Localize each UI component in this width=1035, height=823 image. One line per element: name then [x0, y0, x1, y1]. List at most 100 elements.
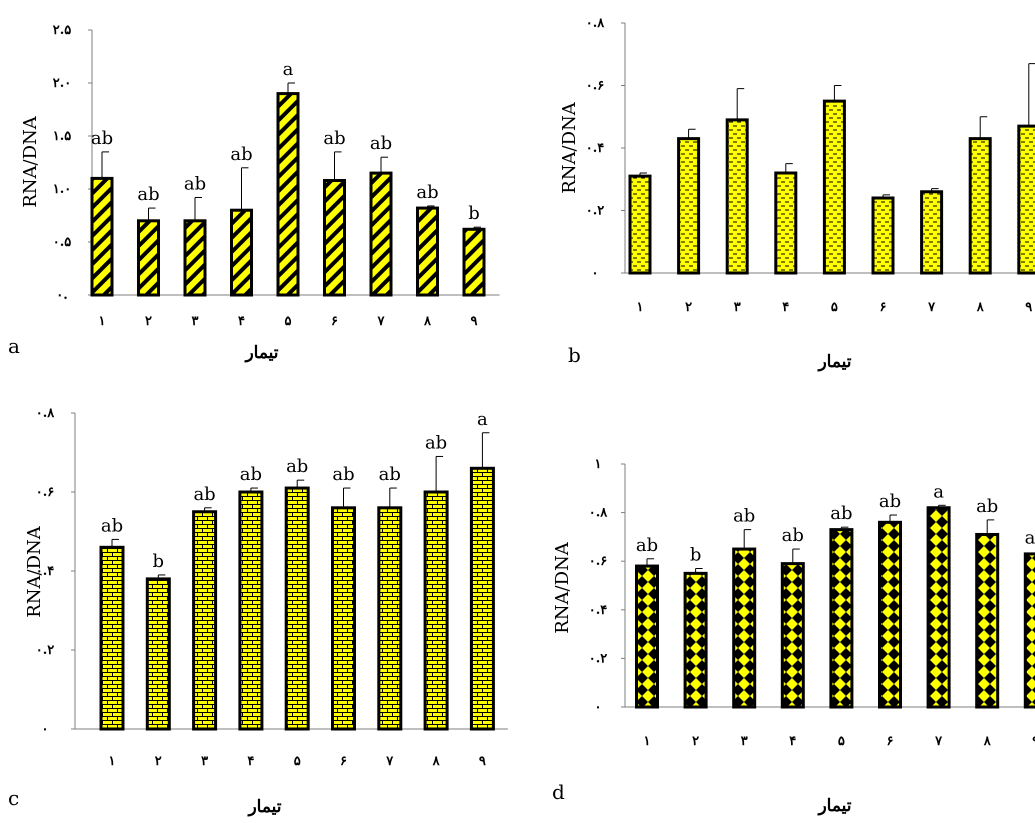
- bar: [416, 206, 439, 297]
- x-tick-label: ۴: [247, 754, 254, 769]
- y-axis-title: RNA/DNA: [24, 525, 45, 618]
- y-tick-label: ۰.۸: [586, 16, 606, 31]
- bar: [926, 506, 951, 709]
- significance-label: b: [468, 203, 480, 224]
- x-tick-label: ۷: [377, 314, 386, 329]
- x-axis-title: تیمار: [243, 343, 278, 363]
- x-tick-label: ۵: [285, 314, 292, 329]
- x-tick-label: ۱: [109, 754, 116, 769]
- significance-label: ab: [323, 128, 345, 149]
- bar: [230, 208, 253, 297]
- bar: [331, 506, 356, 731]
- significance-label: ab: [91, 128, 113, 149]
- bar: [377, 506, 403, 731]
- x-tick-label: ۱: [644, 734, 651, 749]
- bar: [732, 547, 757, 709]
- bar: [462, 227, 486, 297]
- significance-label: ab: [137, 184, 159, 205]
- significance-label: a: [477, 409, 488, 430]
- y-tick-label: ۰.۶: [589, 554, 608, 569]
- significance-label: ab: [230, 144, 252, 165]
- y-axis-title: RNA/DNA: [20, 115, 41, 208]
- significance-label: ab: [193, 484, 215, 505]
- significance-label: ab: [101, 515, 123, 536]
- bar: [780, 562, 805, 709]
- bar: [677, 137, 701, 275]
- chart-panel-c: ۰ ۰.۲ ۰.۴ ۰.۶ ۰.۸ ab ۱ b ۲ ab ۳ ab ۴ ab ۵ ab ۶ ab ۷ ab ۸ a ۹ RN…: [8, 406, 508, 817]
- x-tick-label: ۲: [685, 300, 692, 315]
- bar: [145, 577, 171, 731]
- significance-label: ab: [240, 464, 262, 485]
- significance-label: ab: [879, 491, 901, 512]
- x-tick-label: ۹: [1025, 300, 1032, 315]
- bar: [822, 99, 846, 275]
- bar: [276, 92, 300, 297]
- y-tick-label: ۱: [595, 457, 602, 472]
- x-tick-label: ۵: [831, 300, 838, 315]
- significance-label: b: [690, 544, 702, 565]
- x-tick-label: ۱: [637, 300, 644, 315]
- bar: [238, 490, 264, 731]
- significance-label: ab: [370, 133, 392, 154]
- significance-label: ab: [416, 182, 438, 203]
- x-tick-label: ۸: [976, 300, 985, 315]
- x-tick-label: ۹: [471, 314, 478, 329]
- y-tick-label: ۰.۶: [586, 79, 605, 94]
- bar: [1023, 552, 1035, 709]
- bar: [369, 171, 393, 297]
- x-tick-label: ۱: [99, 314, 106, 329]
- y-axis-title: RNA/DNA: [559, 101, 580, 194]
- y-tick-label: ۰: [42, 722, 49, 737]
- x-tick-label: ۸: [423, 314, 432, 329]
- significance-label: a: [933, 481, 944, 502]
- x-tick-label: ۶: [880, 300, 887, 315]
- y-tick-label: ۰.: [56, 288, 68, 303]
- x-tick-label: ۲: [145, 314, 152, 329]
- x-tick-label: ۸: [983, 734, 992, 749]
- x-tick-label: ۴: [238, 314, 245, 329]
- y-axis-title: RNA/DNA: [552, 541, 573, 634]
- x-tick-label: ۳: [734, 300, 741, 315]
- x-axis-title: تیمار: [246, 797, 281, 817]
- significance-label: ab: [379, 464, 401, 485]
- y-tick-label: ۰.۵: [53, 235, 72, 250]
- bar: [192, 510, 218, 731]
- bar: [968, 137, 992, 275]
- bar: [829, 528, 854, 709]
- bar: [469, 466, 495, 731]
- y-tick-label: ۰: [595, 700, 602, 715]
- chart-panel-b: ۰ ۰.۲ ۰.۴ ۰.۶ ۰.۸ ۱ ۲ ۳ ۴ ۵ ۶ ۷ ۸ ۹ RNA/DNA تیمار b: [559, 16, 1035, 372]
- significance-label: ab: [976, 496, 998, 517]
- y-tick-label: ۰.۸: [36, 406, 56, 421]
- panel-letter: c: [8, 786, 19, 810]
- bar: [920, 190, 944, 275]
- bar: [137, 219, 160, 297]
- significance-label: ab: [332, 464, 354, 485]
- bar: [871, 196, 895, 275]
- chart-panel-d: ۰ ۰.۲ ۰.۴ ۰.۶ ۰.۸ ۱ ab ۱ b ۲ ab ۳ ab ۴ ab ۵ ab ۶ a ۷ ab ۸ ab ۹ R…: [552, 457, 1035, 816]
- bar: [423, 490, 449, 731]
- bar: [1017, 124, 1035, 275]
- significance-label: ab: [1025, 527, 1035, 548]
- bar: [774, 171, 798, 275]
- chart-panel-a: ۰.۰.۵۱.۰۱.۵۲.۰۲.۵ab۱ab۲ab۳ab۴a۵ab۶ab۷ab۸…: [8, 23, 500, 363]
- bar: [878, 520, 902, 709]
- bar: [183, 219, 207, 297]
- y-tick-label: ۰.۲: [586, 204, 605, 219]
- y-tick-label: ۰.۴: [36, 564, 55, 579]
- y-tick-label: ۱.۰: [53, 182, 72, 197]
- bar: [683, 571, 708, 709]
- bar: [635, 564, 659, 709]
- significance-label: ab: [782, 525, 804, 546]
- bar: [99, 545, 125, 731]
- y-tick-label: ۰.۴: [589, 603, 608, 618]
- x-tick-label: ۶: [331, 314, 338, 329]
- significance-label: ab: [636, 535, 658, 556]
- x-tick-label: ۸: [432, 754, 441, 769]
- x-tick-label: ۷: [934, 734, 943, 749]
- x-tick-label: ۴: [782, 300, 789, 315]
- bar: [323, 179, 346, 297]
- significance-label: ab: [425, 432, 447, 453]
- y-tick-label: ۰.۲: [589, 651, 608, 666]
